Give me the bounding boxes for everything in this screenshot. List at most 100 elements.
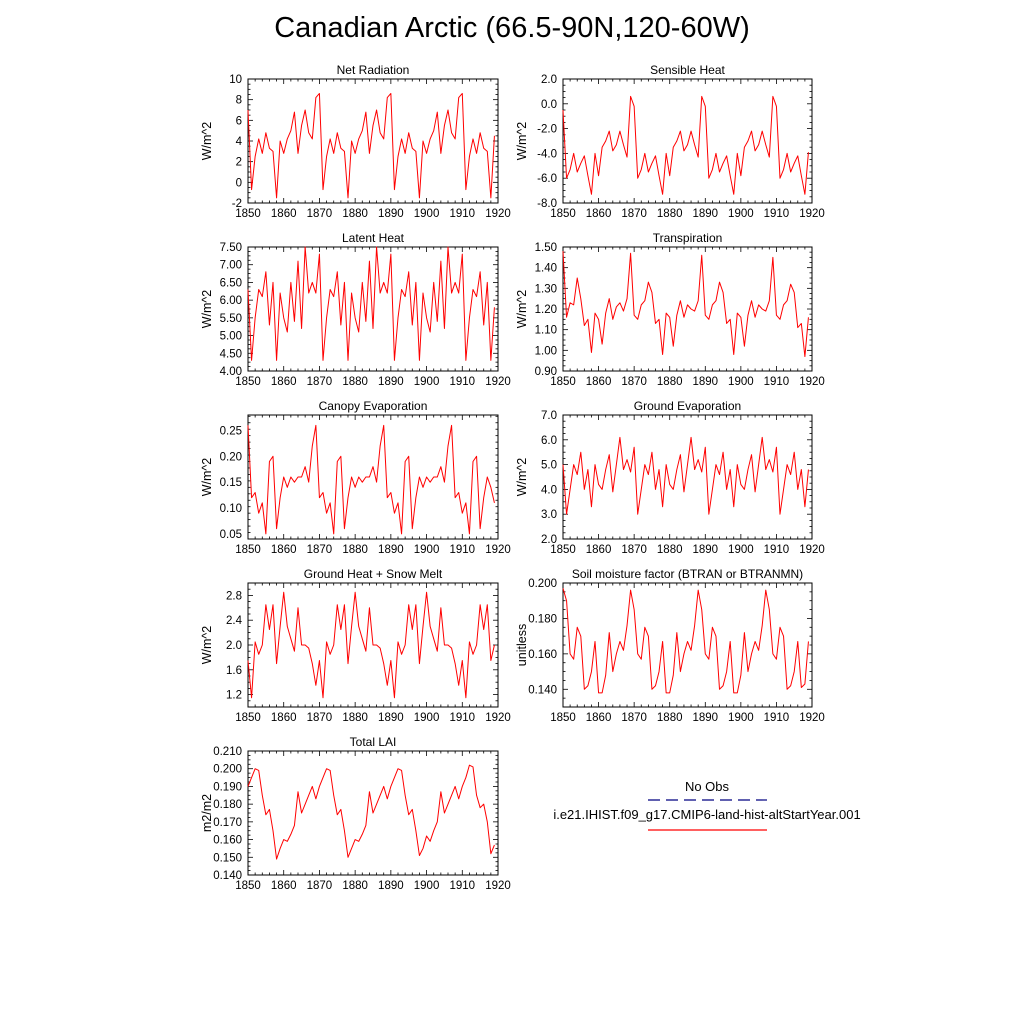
y-axis-label: W/m^2 — [200, 626, 214, 665]
y-tick-label: 5.00 — [220, 331, 242, 343]
chart-panels: Net Radiation W/m^2 1850 1860 1870 1880 1890 19… — [200, 63, 825, 892]
panel-title: Soil moisture factor (BTRAN or BTRANMN) — [572, 567, 803, 581]
y-tick-label: 0 — [236, 177, 242, 189]
y-tick-label: 10 — [229, 74, 242, 86]
series-line — [247, 591, 495, 699]
series-line — [247, 764, 495, 860]
plot-frame — [247, 414, 499, 540]
y-tick-label: 2.0 — [541, 74, 557, 86]
x-tick-label: 1850 — [235, 544, 261, 556]
y-tick-label: -8.0 — [537, 198, 557, 210]
plot-frame — [247, 78, 499, 204]
x-tick-label: 1870 — [621, 376, 647, 388]
x-tick-label: 1850 — [235, 376, 261, 388]
x-tick-label: 1850 — [550, 712, 576, 724]
x-tick-label: 1910 — [764, 712, 790, 724]
page-title: Canadian Arctic (66.5-90N,120-60W) — [274, 12, 750, 44]
x-tick-label: 1910 — [764, 208, 790, 220]
x-tick-label: 1900 — [414, 208, 440, 220]
x-tick-label: 1910 — [449, 880, 475, 892]
plot-frame — [562, 246, 813, 372]
y-axis-label: W/m^2 — [515, 458, 529, 497]
y-tick-label: 0.25 — [220, 426, 242, 438]
y-tick-label: 0.140 — [213, 870, 242, 882]
y-tick-label: 5.0 — [541, 460, 557, 472]
series-line — [562, 436, 809, 515]
y-tick-label: 7.50 — [220, 242, 242, 254]
panel-title: Ground Heat + Snow Melt — [304, 567, 443, 581]
x-tick-label: 1900 — [728, 712, 754, 724]
y-tick-label: 0.140 — [528, 684, 557, 696]
series-line — [247, 246, 495, 361]
x-tick-label: 1920 — [485, 208, 511, 220]
y-tick-label: 4 — [236, 136, 243, 148]
y-axis-label: W/m^2 — [200, 458, 214, 497]
x-tick-label: 1890 — [692, 376, 718, 388]
y-tick-label: 5.50 — [220, 313, 242, 325]
y-tick-label: 0.15 — [220, 477, 242, 489]
y-tick-label: 0.180 — [213, 799, 242, 811]
y-tick-label: 0.150 — [213, 852, 242, 864]
panel-title: Transpiration — [653, 231, 723, 245]
y-tick-label: 1.30 — [535, 283, 557, 295]
y-tick-label: -4.0 — [537, 148, 557, 160]
y-tick-label: 2 — [236, 157, 242, 169]
y-axis-label: W/m^2 — [200, 290, 214, 329]
y-tick-label: 0.180 — [528, 613, 557, 625]
x-tick-label: 1910 — [449, 376, 475, 388]
panel-title: Latent Heat — [342, 231, 405, 245]
series-line — [247, 424, 495, 535]
x-tick-label: 1870 — [621, 544, 647, 556]
x-tick-label: 1920 — [485, 880, 511, 892]
series-line — [247, 92, 495, 199]
x-tick-label: 1870 — [621, 712, 647, 724]
y-axis-label: unitless — [515, 624, 529, 666]
x-tick-label: 1900 — [728, 376, 754, 388]
x-tick-label: 1900 — [414, 712, 440, 724]
y-tick-label: 1.2 — [226, 690, 242, 702]
x-tick-label: 1900 — [414, 880, 440, 892]
x-tick-label: 1890 — [378, 544, 404, 556]
y-tick-label: 0.10 — [220, 503, 242, 515]
x-tick-label: 1890 — [378, 208, 404, 220]
x-tick-label: 1860 — [271, 712, 297, 724]
x-tick-label: 1880 — [342, 712, 368, 724]
y-tick-label: 1.50 — [535, 242, 557, 254]
x-tick-label: 1900 — [414, 376, 440, 388]
y-tick-label: 4.0 — [541, 484, 557, 496]
x-tick-label: 1880 — [342, 544, 368, 556]
y-tick-label: -2 — [232, 198, 242, 210]
x-tick-label: 1890 — [378, 880, 404, 892]
x-tick-label: 1880 — [657, 544, 683, 556]
panel-title: Ground Evaporation — [634, 399, 741, 413]
y-tick-label: 2.0 — [226, 640, 242, 652]
x-tick-label: 1900 — [728, 544, 754, 556]
y-tick-label: 0.0 — [541, 99, 557, 111]
panel-title: Sensible Heat — [650, 63, 725, 77]
y-tick-label: 1.20 — [535, 304, 557, 316]
x-tick-label: 1860 — [586, 208, 612, 220]
x-tick-label: 1880 — [342, 376, 368, 388]
y-tick-label: 7.0 — [541, 410, 557, 422]
panel-title: Canopy Evaporation — [319, 399, 428, 413]
x-tick-label: 1880 — [657, 712, 683, 724]
y-tick-label: 1.40 — [535, 263, 557, 275]
x-tick-label: 1860 — [271, 208, 297, 220]
x-tick-label: 1870 — [307, 376, 333, 388]
x-tick-label: 1850 — [235, 880, 261, 892]
legend-model-label: i.e21.IHIST.f09_g17.CMIP6-land-hist-altS… — [553, 807, 860, 822]
y-tick-label: 6.00 — [220, 295, 242, 307]
x-tick-label: 1920 — [799, 544, 825, 556]
x-tick-label: 1880 — [657, 376, 683, 388]
x-tick-label: 1870 — [307, 544, 333, 556]
x-tick-label: 1890 — [378, 376, 404, 388]
x-tick-label: 1860 — [586, 712, 612, 724]
x-tick-label: 1850 — [550, 544, 576, 556]
chart-panel: Soil moisture factor (BTRAN or BTRANMN) u… — [515, 567, 825, 724]
y-tick-label: 0.190 — [213, 781, 242, 793]
y-tick-label: 1.00 — [535, 345, 557, 357]
x-tick-label: 1890 — [692, 208, 718, 220]
panel-title: Net Radiation — [337, 63, 410, 77]
y-tick-label: 2.4 — [226, 615, 243, 627]
x-tick-label: 1910 — [449, 208, 475, 220]
